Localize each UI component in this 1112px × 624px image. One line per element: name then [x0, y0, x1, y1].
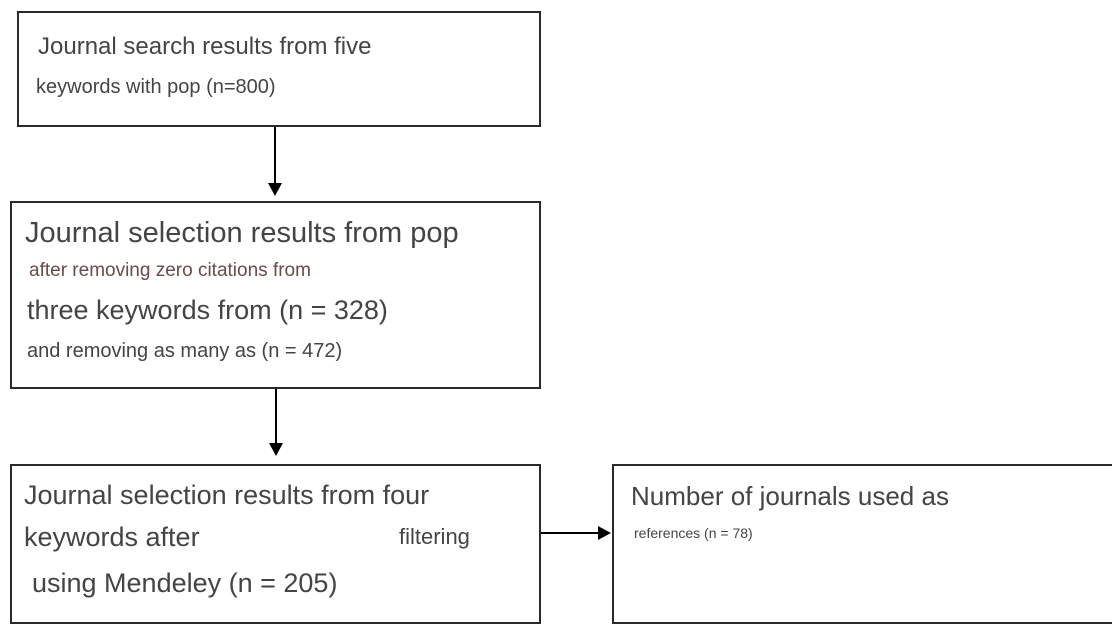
- selection-mendeley-line-2a: keywords after: [24, 522, 200, 552]
- selection-pop-line-4: and removing as many as (n = 472): [27, 340, 343, 362]
- arrow-mendeley-to-references-line: [541, 532, 599, 534]
- selection-pop-box: Journal selection results from pop after…: [10, 201, 541, 389]
- references-line-1: Number of journals used as: [631, 481, 949, 511]
- arrow-right-icon: [598, 526, 611, 540]
- selection-mendeley-box: Journal selection results from four keyw…: [10, 464, 541, 624]
- selection-mendeley-line-2b: filtering: [399, 524, 470, 549]
- references-line-2: references (n = 78): [634, 525, 753, 541]
- selection-pop-line-2: after removing zero citations from: [29, 260, 311, 281]
- search-results-line-2: keywords with pop (n=800): [36, 76, 276, 98]
- arrow-down-icon: [269, 443, 283, 456]
- selection-mendeley-line-1: Journal selection results from four: [24, 480, 430, 510]
- search-results-box: Journal search results from five keyword…: [17, 11, 541, 127]
- selection-pop-line-3: three keywords from (n = 328): [27, 295, 388, 325]
- arrow-down-icon: [268, 183, 282, 196]
- arrow-selection-to-mendeley-line: [275, 389, 277, 445]
- search-results-line-1: Journal search results from five: [38, 33, 372, 60]
- selection-mendeley-line-3: using Mendeley (n = 205): [32, 568, 338, 598]
- selection-pop-line-1: Journal selection results from pop: [25, 217, 459, 249]
- references-box: Number of journals used as references (n…: [612, 464, 1112, 624]
- arrow-search-to-selection-line: [274, 127, 276, 185]
